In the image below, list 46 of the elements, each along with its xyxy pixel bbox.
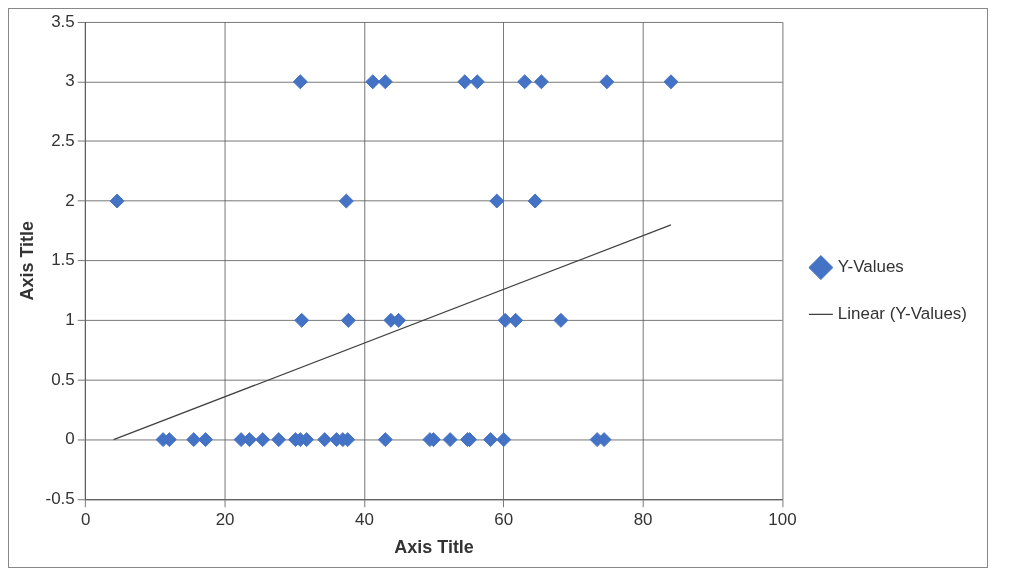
x-tick-label: 100 xyxy=(768,510,797,530)
point xyxy=(496,432,512,448)
point xyxy=(109,193,125,209)
y-axis-title: Axis Title xyxy=(16,221,37,301)
legend-label: Linear (Y-Values) xyxy=(837,304,967,324)
point xyxy=(533,74,549,90)
x-tick-label: 80 xyxy=(633,510,653,530)
point xyxy=(663,74,679,90)
x-tick-label: 60 xyxy=(494,510,514,530)
x-tick-label: 20 xyxy=(215,510,235,530)
point xyxy=(457,74,473,90)
point xyxy=(186,432,202,448)
point xyxy=(497,312,513,328)
y-tick-label: 2.5 xyxy=(51,131,75,151)
point xyxy=(489,193,505,209)
point xyxy=(377,74,393,90)
point xyxy=(508,312,524,328)
point xyxy=(469,74,485,90)
x-axis-title: Axis Title xyxy=(394,537,474,558)
point xyxy=(517,74,533,90)
point xyxy=(442,432,458,448)
point xyxy=(365,74,381,90)
legend-label: Y-Values xyxy=(837,257,904,277)
y-tick-label: 2 xyxy=(65,190,75,210)
point xyxy=(483,432,499,448)
y-tick-label: 1 xyxy=(65,310,75,329)
y-tick-label: 3.5 xyxy=(51,11,75,31)
y-tick-label: 0.5 xyxy=(51,369,75,389)
y-tick-label: 1.5 xyxy=(51,250,75,270)
y-tick-label: -0.5 xyxy=(45,488,75,508)
point xyxy=(198,432,214,448)
point xyxy=(527,193,543,209)
y-tick-label: 0 xyxy=(65,429,75,449)
point xyxy=(255,432,271,448)
point xyxy=(317,432,333,448)
point xyxy=(292,74,308,90)
point xyxy=(553,312,569,328)
point xyxy=(271,432,287,448)
y-tick-label: 3 xyxy=(65,71,75,91)
point xyxy=(294,312,310,328)
point xyxy=(599,74,615,90)
point xyxy=(340,312,356,328)
x-tick-label: 40 xyxy=(355,510,374,530)
point xyxy=(377,432,393,448)
x-tick-label: 0 xyxy=(81,510,91,530)
point xyxy=(338,193,354,209)
